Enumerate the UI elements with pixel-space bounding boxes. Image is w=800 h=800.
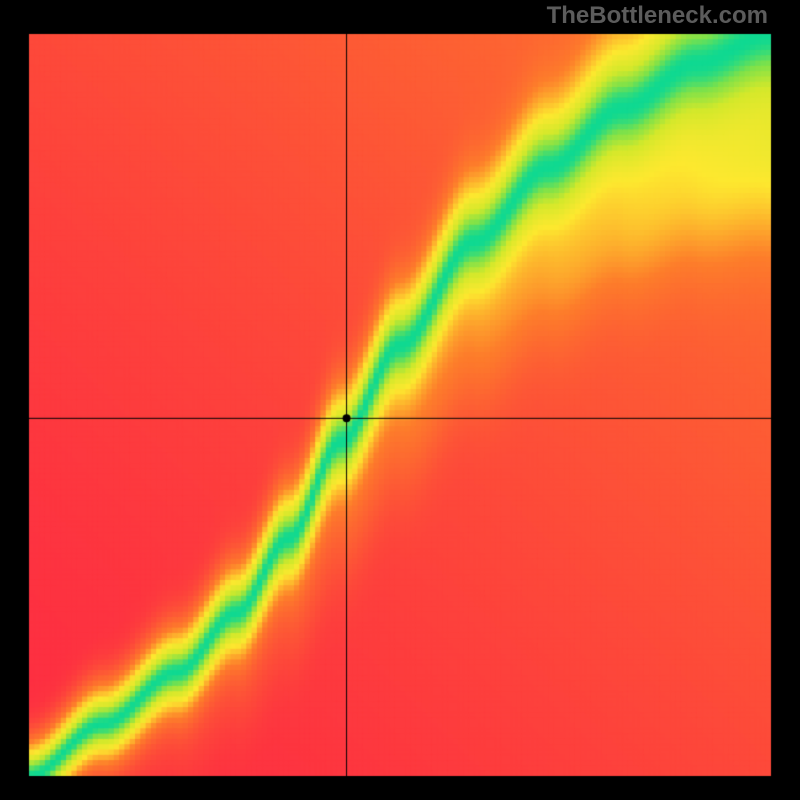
root-frame: TheBottleneck.com: [0, 0, 800, 800]
bottleneck-heatmap: [0, 0, 800, 800]
watermark-text: TheBottleneck.com: [547, 2, 768, 30]
